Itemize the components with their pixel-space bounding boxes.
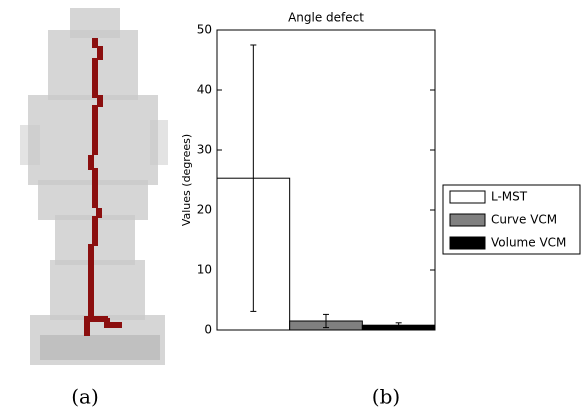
skeleton-curve [84, 38, 122, 336]
legend-swatch [449, 190, 486, 204]
y-tick-label: 30 [197, 143, 212, 157]
plot-frame [216, 29, 436, 331]
legend-label: Curve VCM [491, 213, 557, 227]
y-tick-label: 40 [197, 83, 212, 97]
legend-label: Volume VCM [491, 236, 566, 250]
legend-swatch [449, 213, 486, 227]
legend-swatch [449, 236, 486, 250]
chart-title: Angle defect [288, 11, 364, 25]
y-axis-label: Values (degrees) [180, 134, 193, 226]
caption-a: (a) [71, 385, 99, 409]
caption-b: (b) [372, 385, 400, 409]
y-tick-label: 50 [197, 23, 212, 37]
y-tick-label: 20 [197, 203, 212, 217]
y-tick-label: 10 [197, 263, 212, 277]
y-tick-label: 0 [204, 323, 212, 337]
legend-label: L-MST [491, 190, 528, 204]
